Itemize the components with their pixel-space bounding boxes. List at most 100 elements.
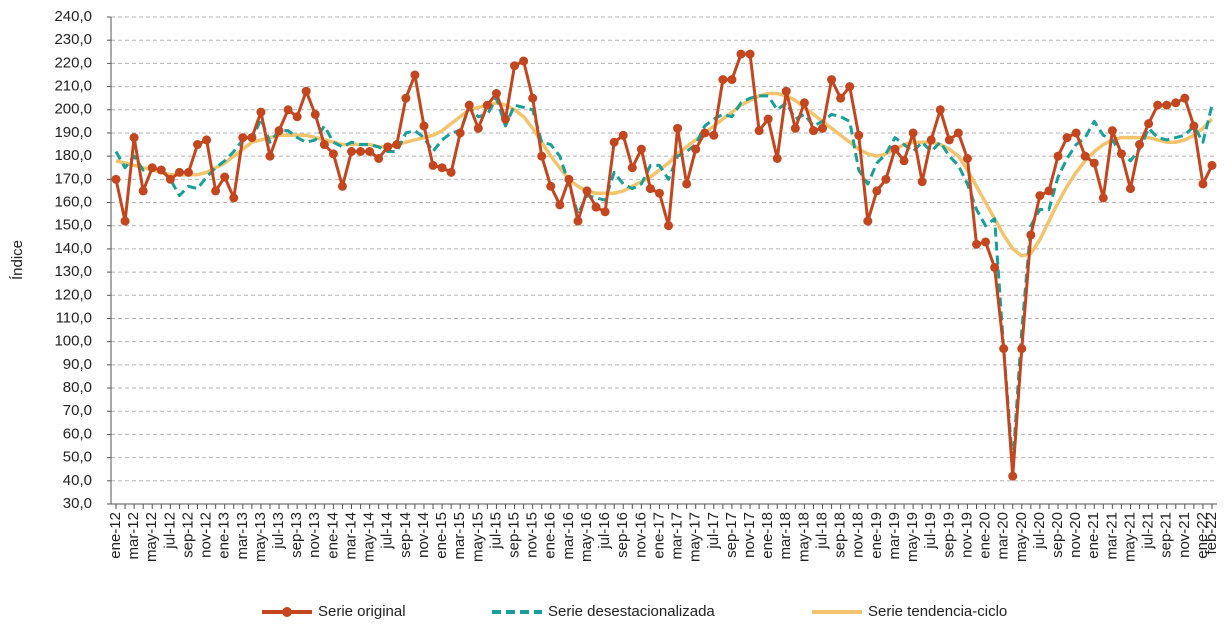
data-point: [763, 114, 773, 124]
y-tick-label: 180,0: [54, 147, 92, 164]
data-point: [836, 93, 846, 103]
y-tick-label: 220,0: [54, 54, 92, 71]
data-point: [1162, 100, 1172, 110]
data-point: [1116, 149, 1126, 159]
data-point: [229, 193, 239, 203]
x-tick-label: mar-15: [451, 512, 468, 560]
data-point: [1098, 193, 1108, 203]
data-point: [238, 133, 248, 143]
x-tick-label: nov-13: [306, 512, 323, 558]
x-tick-label: may-13: [252, 512, 269, 562]
data-point: [618, 130, 628, 140]
y-tick-label: 70,0: [63, 402, 92, 419]
data-point: [1008, 471, 1018, 481]
x-tick-label: mar-14: [342, 512, 359, 560]
x-tick-label: mar-16: [560, 512, 577, 560]
y-tick-label: 160,0: [54, 193, 92, 210]
data-point: [899, 156, 909, 166]
data-point: [383, 142, 393, 152]
data-point: [410, 70, 420, 80]
data-point: [274, 126, 284, 136]
y-tick-label: 100,0: [54, 333, 92, 350]
data-point: [636, 144, 646, 154]
x-tick-label: jul-18: [813, 512, 830, 550]
data-point: [256, 107, 266, 117]
y-axis-label: Índice: [9, 240, 26, 280]
data-point: [926, 135, 936, 145]
data-point: [962, 153, 972, 163]
x-tick-label: sep-20: [1049, 512, 1066, 558]
data-point: [1180, 93, 1190, 103]
data-point: [573, 216, 583, 226]
x-tick-label: ene-20: [977, 512, 994, 559]
x-tick-label: may-14: [361, 512, 378, 562]
data-point: [790, 123, 800, 133]
data-point: [818, 123, 828, 133]
x-tick-label: mar-17: [669, 512, 686, 560]
x-tick-label: may-20: [1013, 512, 1030, 562]
data-point: [1053, 151, 1063, 161]
x-tick-label: ene-17: [650, 512, 667, 559]
data-point: [600, 207, 610, 217]
data-point: [944, 135, 954, 145]
data-point: [537, 151, 547, 161]
data-point: [528, 93, 538, 103]
series-line: [114, 94, 1214, 467]
x-tick-label: jul-15: [487, 512, 504, 550]
data-point: [564, 174, 574, 184]
data-point: [645, 184, 655, 194]
data-point: [582, 186, 592, 196]
x-tick-label: mar-13: [234, 512, 251, 560]
data-point: [374, 153, 384, 163]
y-tick-label: 60,0: [63, 425, 92, 442]
data-point: [301, 86, 311, 96]
data-point: [1144, 119, 1154, 129]
data-point: [138, 186, 148, 196]
data-point: [265, 151, 275, 161]
series-line: [115, 91, 1214, 258]
data-point: [519, 56, 529, 66]
x-tick-label: nov-20: [1067, 512, 1084, 558]
data-point: [428, 160, 438, 170]
data-point: [1153, 100, 1163, 110]
x-tick-label: feb-22: [1203, 512, 1220, 555]
data-point: [1044, 186, 1054, 196]
x-tick-label: nov-16: [632, 512, 649, 558]
legend-label: Serie desestacionalizada: [548, 603, 715, 620]
x-tick-label: ene-13: [216, 512, 233, 559]
legend-marker: [282, 607, 292, 617]
data-point: [1017, 344, 1027, 354]
y-tick-label: 110,0: [56, 309, 92, 326]
data-point: [917, 177, 927, 187]
x-tick-label: may-18: [795, 512, 812, 562]
x-tick-label: jul-13: [270, 512, 287, 550]
data-point: [872, 186, 882, 196]
x-tick-label: mar-12: [125, 512, 142, 560]
y-tick-label: 240,0: [54, 8, 92, 25]
x-tick-label: sep-16: [614, 512, 631, 558]
data-point: [129, 133, 139, 143]
data-point: [419, 121, 429, 131]
x-tick-label: mar-20: [995, 512, 1012, 560]
x-tick-label: sep-12: [179, 512, 196, 558]
x-tick-label: mar-21: [1103, 512, 1120, 560]
data-point: [754, 126, 764, 136]
data-point: [193, 140, 203, 150]
data-point: [211, 186, 221, 196]
data-point: [356, 147, 366, 157]
y-tick-label: 120,0: [54, 286, 92, 303]
x-tick-label: nov-18: [850, 512, 867, 558]
data-point: [473, 123, 483, 133]
data-point: [337, 181, 347, 191]
y-tick-label: 140,0: [54, 240, 92, 257]
data-point: [1026, 230, 1036, 240]
data-point: [491, 89, 501, 99]
data-point: [220, 172, 230, 182]
x-tick-label: jul-21: [1140, 512, 1157, 550]
data-point: [1198, 179, 1208, 189]
x-tick-label: may-21: [1121, 512, 1138, 562]
data-point: [183, 167, 193, 177]
data-point: [718, 75, 728, 85]
data-point: [392, 140, 402, 150]
data-point: [827, 75, 837, 85]
